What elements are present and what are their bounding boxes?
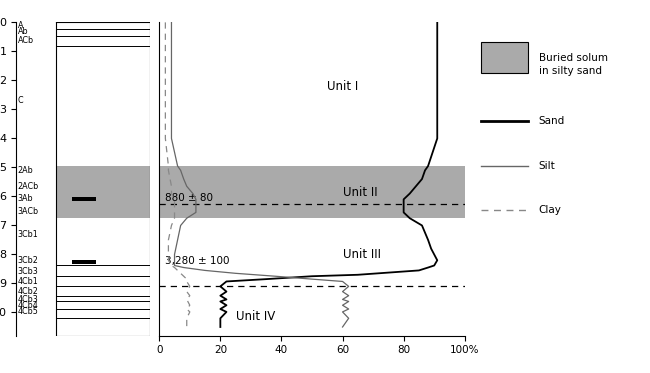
Bar [57, 166, 150, 218]
Bar [72, 260, 96, 264]
Text: Unit III: Unit III [343, 248, 380, 261]
Text: 880 ± 80: 880 ± 80 [165, 194, 213, 204]
Text: Buried solum: Buried solum [539, 53, 608, 63]
Text: Unit II: Unit II [343, 186, 377, 198]
Text: 3Cb2: 3Cb2 [18, 256, 38, 265]
Text: 4Cb3: 4Cb3 [18, 295, 38, 304]
Text: Clay: Clay [539, 205, 562, 215]
Text: Unit I: Unit I [327, 80, 359, 93]
Text: 2Ab: 2Ab [18, 166, 33, 175]
Text: in silty sand: in silty sand [539, 66, 602, 76]
Text: Sand: Sand [539, 116, 565, 126]
Text: A: A [18, 21, 23, 30]
Text: 2ACb: 2ACb [18, 182, 39, 191]
Text: 4Cb5: 4Cb5 [18, 307, 38, 316]
Text: 4Cb4: 4Cb4 [18, 301, 38, 310]
Text: 4Cb1: 4Cb1 [18, 277, 38, 286]
Text: ACb: ACb [18, 36, 34, 45]
Text: 3Cb3: 3Cb3 [18, 267, 38, 276]
Text: 3Ab: 3Ab [18, 194, 33, 203]
Text: 3,280 ± 100: 3,280 ± 100 [165, 256, 230, 266]
Bar [159, 166, 465, 218]
Bar [481, 42, 528, 73]
Text: 4Cb2: 4Cb2 [18, 287, 38, 296]
Text: Ab: Ab [18, 27, 28, 36]
Text: 3ACb: 3ACb [18, 207, 39, 216]
Text: Silt: Silt [539, 161, 555, 170]
Text: 3Cb1: 3Cb1 [18, 230, 38, 239]
Text: C: C [18, 96, 23, 105]
Text: Unit IV: Unit IV [235, 310, 275, 323]
Bar [72, 197, 96, 201]
